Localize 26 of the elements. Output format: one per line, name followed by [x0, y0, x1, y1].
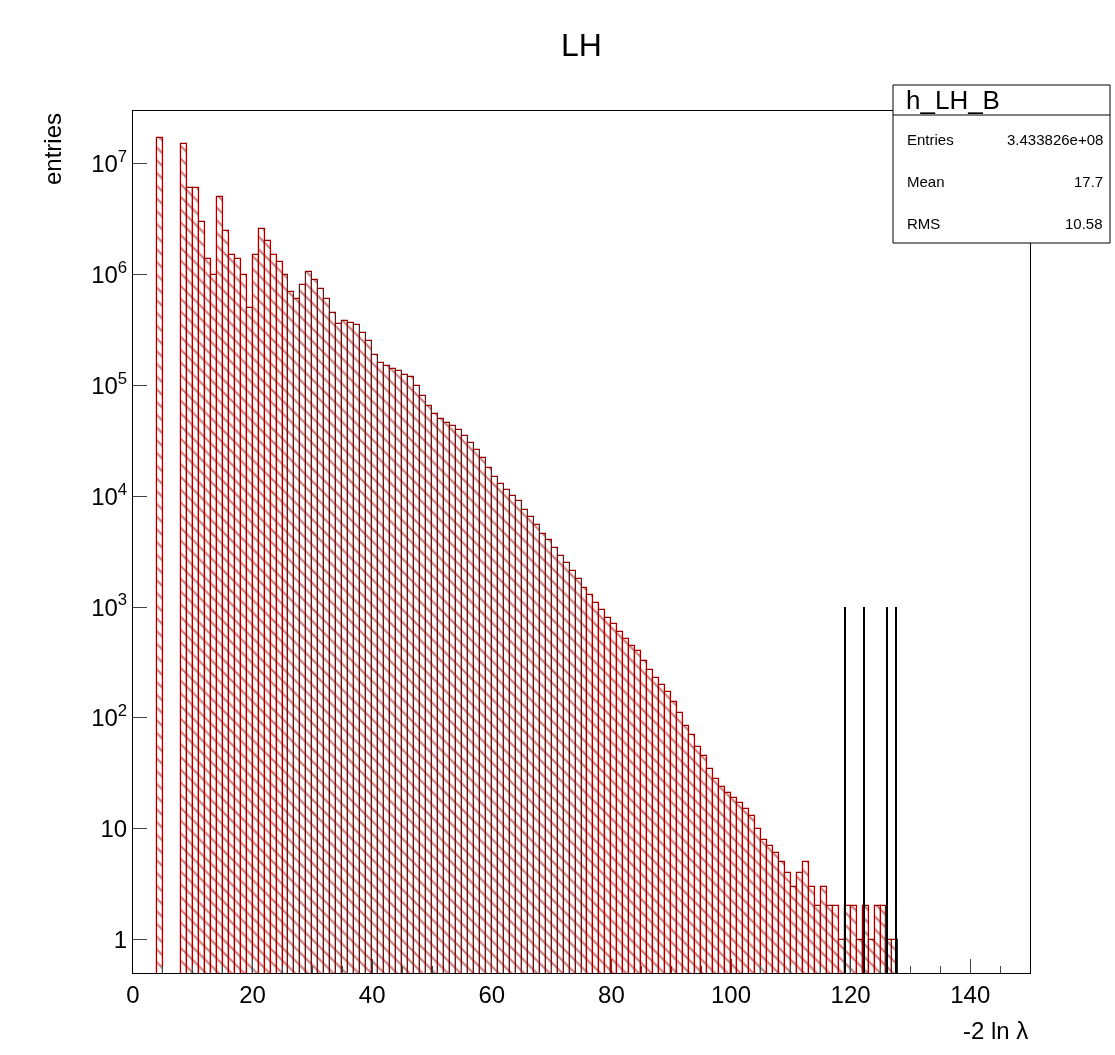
- x-tick-label: 100: [710, 980, 752, 1008]
- y-tick-label: 10: [100, 815, 128, 843]
- x-tick-label: 40: [358, 980, 386, 1008]
- y-tick-label: 10$^{7}$: [91, 147, 128, 178]
- x-tick-label: 60: [478, 980, 506, 1008]
- annotation: Mean: [907, 173, 945, 190]
- y-tick-label: 10$^{3}$: [91, 590, 128, 621]
- chart-title: LH: [561, 27, 602, 63]
- annotation: RMS: [907, 215, 941, 232]
- y-tick-label: 10$^{5}$: [91, 368, 128, 399]
- annotation: 3.433826e+08: [1007, 131, 1104, 148]
- y-axis-title: entries: [39, 112, 66, 185]
- y-tick-label: 1: [113, 926, 128, 954]
- x-tick-label: 80: [598, 980, 625, 1008]
- y-tick-label: 10$^{6}$: [91, 258, 128, 289]
- x-tick-label: 20: [239, 980, 266, 1008]
- annotation: Entries: [907, 131, 954, 148]
- x-tick-label: 140: [950, 980, 991, 1008]
- text: 10.58: [1065, 215, 1103, 232]
- x-tick-label: 0: [126, 980, 140, 1008]
- text: 17.7: [1074, 173, 1104, 190]
- x-tick-label: 120: [830, 980, 871, 1008]
- x-axis-title: -2 ln λ: [963, 1017, 1029, 1044]
- y-tick-label: 10$^{4}$: [91, 479, 128, 510]
- annotation: h_LH_B: [906, 85, 1000, 115]
- y-tick-label: 10$^{2}$: [91, 701, 128, 732]
